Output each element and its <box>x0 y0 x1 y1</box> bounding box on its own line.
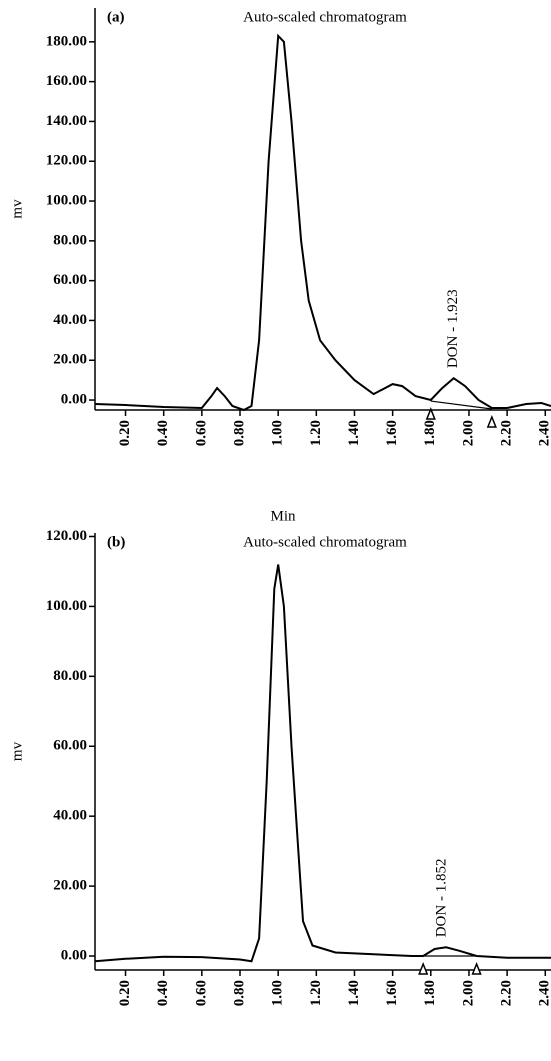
integration-baseline <box>430 400 492 410</box>
x-tick-label: 2.40 <box>537 420 551 446</box>
x-tick-label: 1.80 <box>422 420 438 446</box>
y-tick-label: 80.00 <box>53 232 87 248</box>
peak-annotation: DON - 1.852 <box>433 859 449 938</box>
x-tick-label: 0.40 <box>155 420 171 446</box>
y-tick-label: 20.00 <box>53 352 87 368</box>
integration-marker <box>486 414 497 428</box>
integration-marker <box>471 961 482 975</box>
x-tick-label: 2.20 <box>499 980 515 1006</box>
y-tick-label: 40.00 <box>53 312 87 328</box>
x-tick-label: 2.20 <box>499 420 515 446</box>
y-axis-label: mv <box>9 199 25 219</box>
x-tick-label: 0.60 <box>193 420 209 446</box>
x-axis-label: Min <box>270 508 296 524</box>
x-tick-label: 0.80 <box>231 420 247 446</box>
x-tick-label: 2.00 <box>460 980 476 1006</box>
y-tick-label: 120.00 <box>46 528 87 544</box>
y-tick-label: 60.00 <box>53 272 87 288</box>
x-tick-label: 1.20 <box>308 980 324 1006</box>
x-tick-label: 1.40 <box>346 420 362 446</box>
peak-annotation: DON - 1.923 <box>445 289 461 368</box>
y-tick-label: 120.00 <box>46 153 87 169</box>
y-tick-label: 0.00 <box>61 947 87 963</box>
integration-marker <box>425 407 436 420</box>
chart-title: Auto-scaled chromatogram <box>243 9 407 25</box>
y-axis-label: mv <box>9 741 25 761</box>
integration-marker <box>418 961 429 975</box>
x-tick-label: 1.60 <box>384 420 400 446</box>
chart-title: Auto-scaled chromatogram <box>243 534 407 550</box>
x-tick-label: 2.40 <box>537 980 551 1006</box>
y-tick-label: 100.00 <box>46 598 87 614</box>
x-tick-label: 0.20 <box>117 420 133 446</box>
x-tick-label: 1.80 <box>422 980 438 1006</box>
x-tick-label: 1.20 <box>308 420 324 446</box>
y-tick-label: 80.00 <box>53 668 87 684</box>
panel-label: (a) <box>107 9 125 25</box>
x-tick-label: 1.00 <box>270 980 286 1006</box>
y-tick-label: 0.00 <box>61 391 87 407</box>
y-tick-label: 40.00 <box>53 808 87 824</box>
trace <box>94 33 551 412</box>
x-tick-label: 1.60 <box>384 980 400 1006</box>
y-tick-label: 180.00 <box>46 33 87 49</box>
x-tick-label: 0.60 <box>193 980 209 1006</box>
x-tick-label: 2.00 <box>460 420 476 446</box>
x-tick-label: 1.40 <box>346 980 362 1006</box>
x-tick-label: 1.00 <box>270 420 286 446</box>
panel-label: (b) <box>107 534 125 550</box>
x-tick-label: 0.20 <box>117 980 133 1006</box>
x-tick-label: 0.80 <box>231 980 247 1006</box>
y-tick-label: 140.00 <box>46 113 87 129</box>
y-tick-label: 60.00 <box>53 738 87 754</box>
x-tick-label: 0.40 <box>155 980 171 1006</box>
y-tick-label: 160.00 <box>46 73 87 89</box>
y-tick-label: 100.00 <box>46 192 87 208</box>
y-tick-label: 20.00 <box>53 878 87 894</box>
trace <box>94 564 551 963</box>
